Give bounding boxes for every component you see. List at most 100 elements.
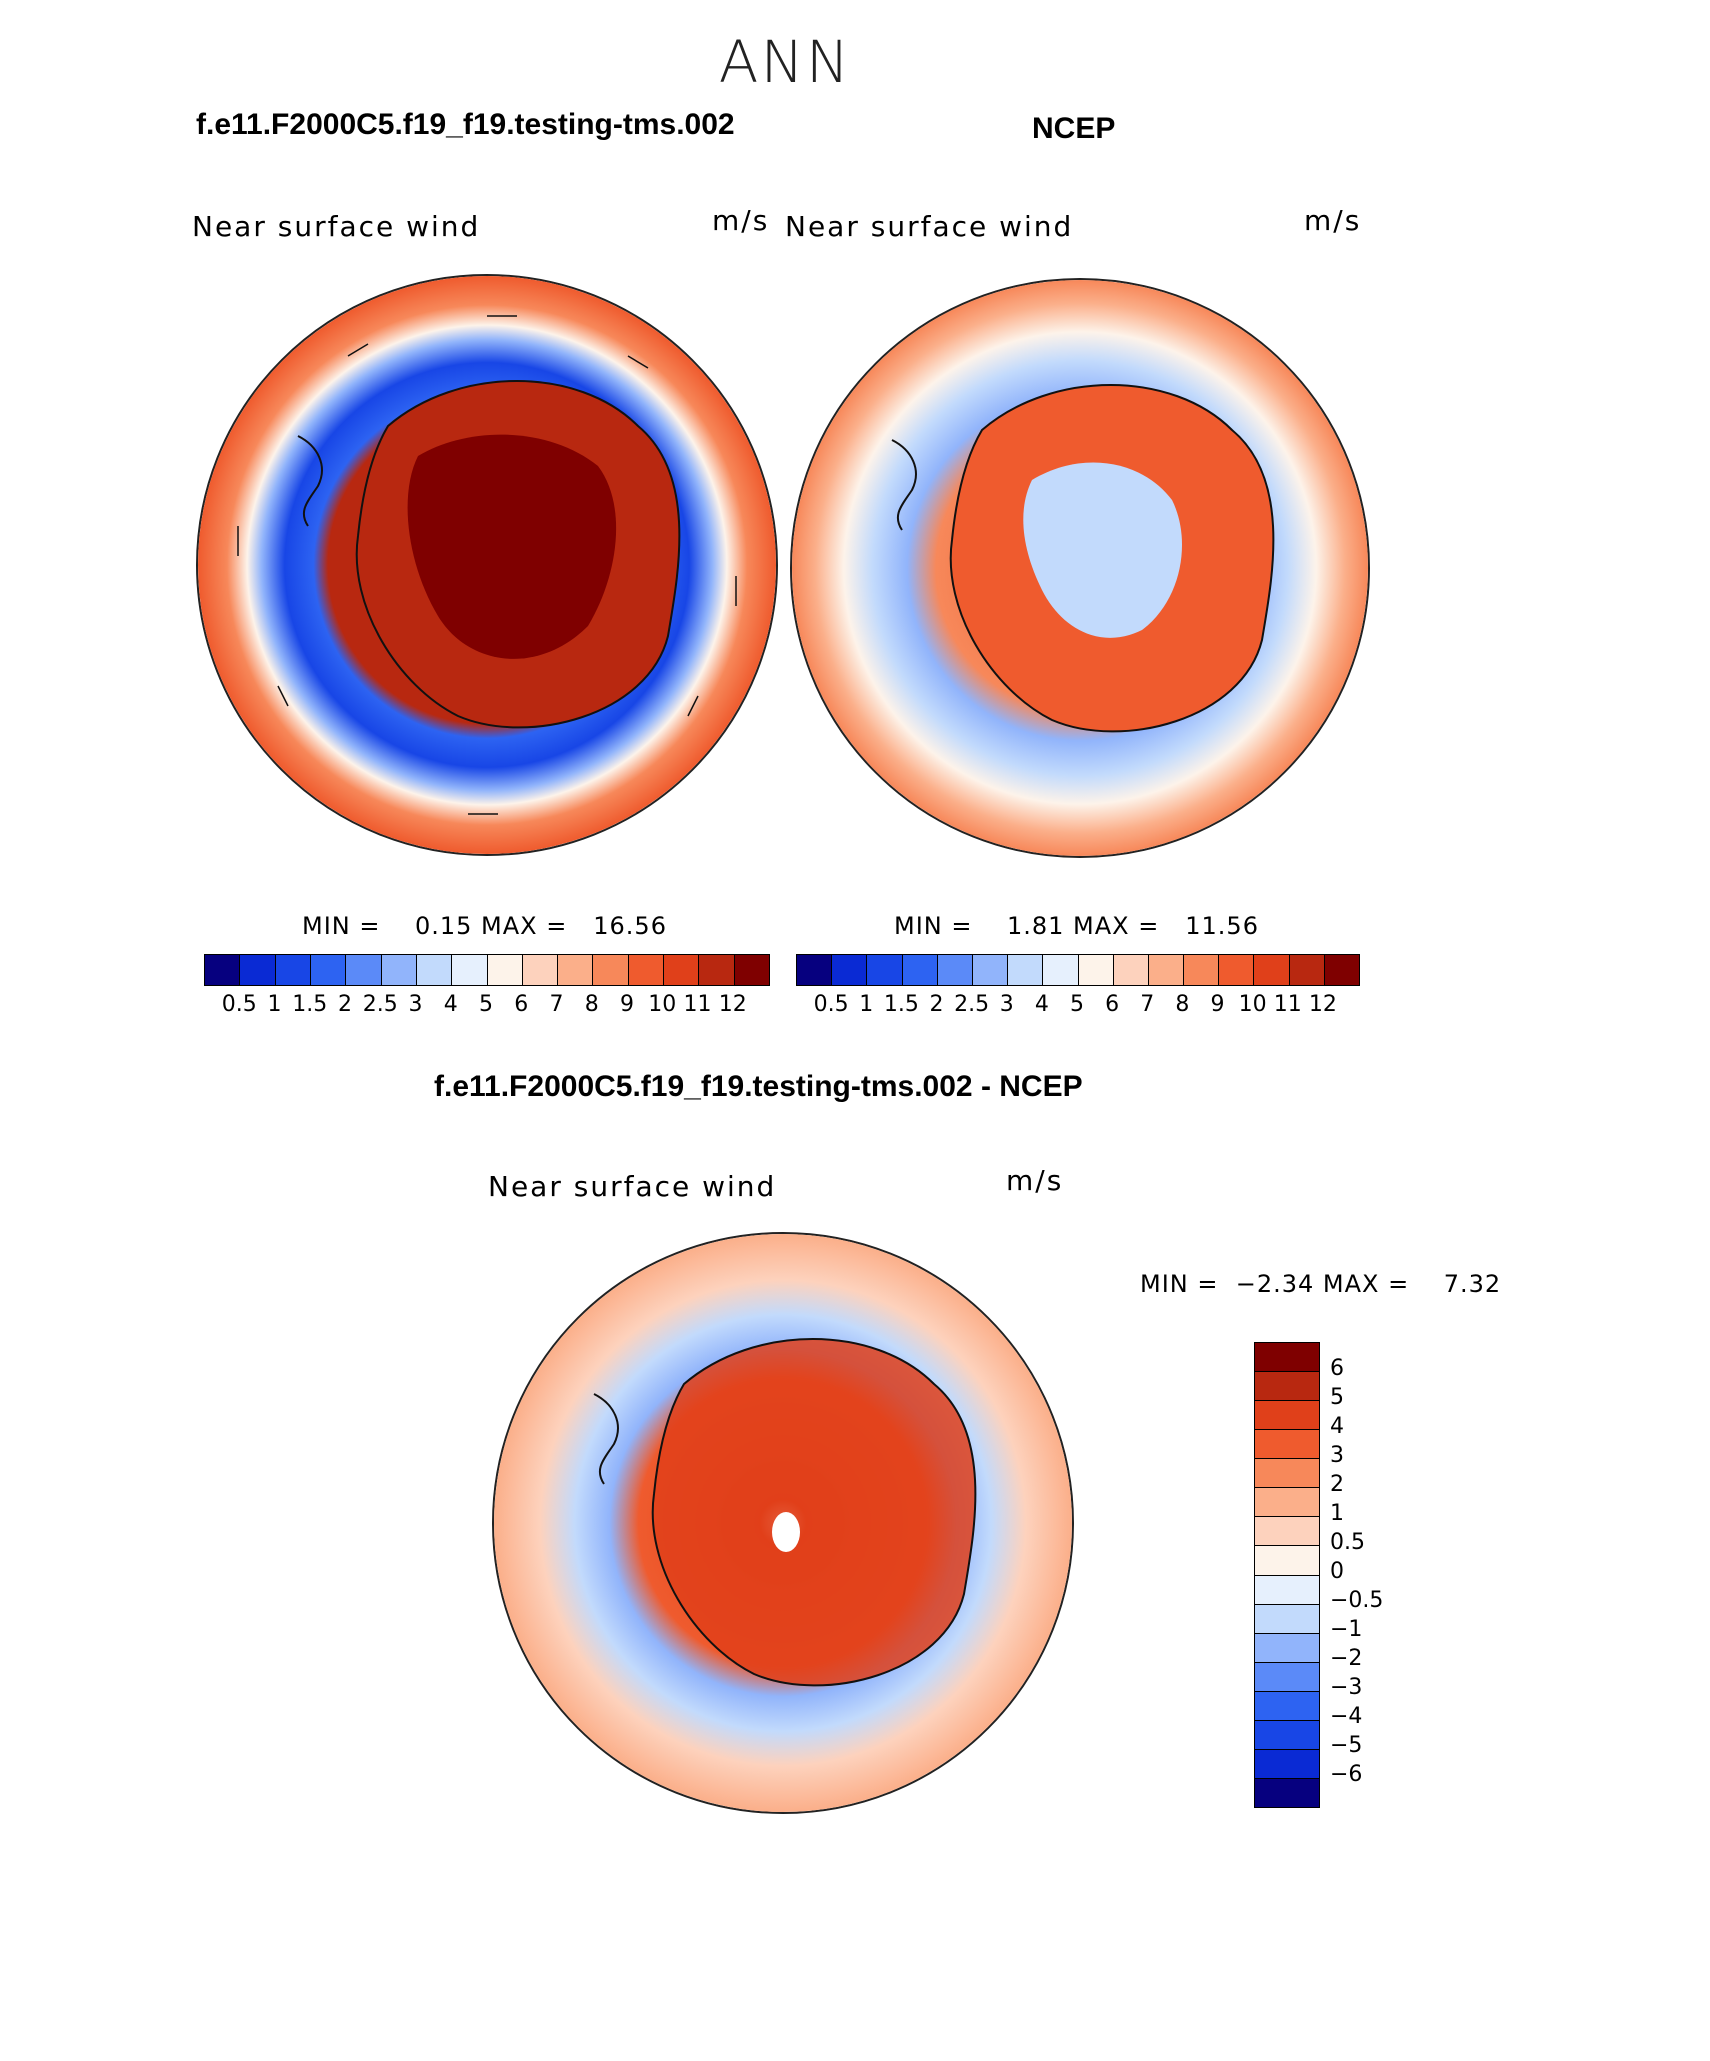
colorbar-tick-label: 1.5 xyxy=(883,992,919,1017)
diff-variable-label: Near surface wind xyxy=(488,1170,777,1203)
colorbar-tick-label: 1 xyxy=(1330,1501,1344,1526)
colorbar-swatch xyxy=(797,955,833,985)
colorbar-swatch xyxy=(1289,955,1325,985)
colorbar-swatch xyxy=(1255,1459,1319,1489)
diff-colorbar xyxy=(1254,1342,1320,1808)
obs-minmax-label: MIN = 1.81 MAX = 11.56 xyxy=(894,912,1259,940)
colorbar-tick-label: 0.5 xyxy=(221,992,257,1017)
colorbar-tick-label: −3 xyxy=(1330,1675,1363,1700)
colorbar-swatch xyxy=(558,955,594,985)
colorbar-swatch xyxy=(1255,1517,1319,1547)
colorbar-swatch xyxy=(1148,955,1185,985)
diff-units-label: m/s xyxy=(1006,1164,1064,1197)
diff-minmax-label: MIN = −2.34 MAX = 7.32 xyxy=(1140,1270,1502,1298)
colorbar-tick-label: 3 xyxy=(1330,1443,1344,1468)
colorbar-swatch xyxy=(346,955,382,985)
colorbar-swatch xyxy=(1184,955,1220,985)
colorbar-tick-label: 7 xyxy=(549,992,564,1017)
colorbar-swatch xyxy=(1255,1372,1319,1402)
colorbar-swatch xyxy=(1255,1343,1319,1373)
colorbar-swatch xyxy=(1255,1662,1319,1692)
colorbar-tick-label: 2 xyxy=(929,992,944,1017)
colorbar-tick-label: 3 xyxy=(408,992,423,1017)
colorbar-tick-label: 5 xyxy=(479,992,493,1017)
model-colorbar xyxy=(204,954,770,986)
colorbar-swatch xyxy=(593,955,629,985)
colorbar-swatch xyxy=(1008,955,1044,985)
model-minmax-label: MIN = 0.15 MAX = 16.56 xyxy=(302,912,667,940)
colorbar-swatch xyxy=(1255,1430,1319,1460)
model-units-label: m/s xyxy=(712,204,770,237)
colorbar-swatch xyxy=(664,955,700,985)
obs-wind-map xyxy=(790,278,1370,858)
colorbar-tick-label: 0.5 xyxy=(813,992,849,1017)
colorbar-swatch xyxy=(1324,955,1359,985)
colorbar-swatch xyxy=(1255,1691,1319,1721)
colorbar-swatch xyxy=(628,955,665,985)
colorbar-tick-label: −2 xyxy=(1330,1646,1363,1671)
colorbar-tick-label: 8 xyxy=(584,992,599,1017)
colorbar-swatch xyxy=(937,955,973,985)
model-variable-label: Near surface wind xyxy=(192,210,481,243)
colorbar-tick-label: 6 xyxy=(1330,1356,1344,1381)
colorbar-tick-label: 4 xyxy=(443,992,458,1017)
colorbar-tick-label: 9 xyxy=(1210,992,1225,1017)
colorbar-tick-label: 11 xyxy=(683,992,712,1017)
colorbar-swatch xyxy=(416,955,453,985)
colorbar-tick-label: 0.5 xyxy=(1330,1530,1365,1555)
colorbar-swatch xyxy=(1219,955,1255,985)
colorbar-swatch xyxy=(522,955,559,985)
colorbar-swatch xyxy=(310,955,347,985)
colorbar-swatch xyxy=(1255,1488,1319,1518)
colorbar-swatch xyxy=(1043,955,1079,985)
page-title: ANN xyxy=(718,28,852,96)
colorbar-swatch xyxy=(1255,1546,1319,1576)
colorbar-tick-label: 5 xyxy=(1330,1385,1344,1410)
colorbar-tick-label: 9 xyxy=(620,992,634,1017)
obs-variable-label: Near surface wind xyxy=(785,210,1074,243)
model-case-title: f.e11.F2000C5.f19_f19.testing-tms.002 xyxy=(196,108,735,141)
obs-case-title: NCEP xyxy=(1032,112,1116,145)
colorbar-tick-label: −4 xyxy=(1330,1704,1363,1729)
colorbar-tick-label: 5 xyxy=(1070,992,1084,1017)
colorbar-tick-label: 10 xyxy=(1238,992,1267,1017)
colorbar-tick-label: 7 xyxy=(1140,992,1155,1017)
colorbar-swatch xyxy=(275,955,311,985)
diff-case-title: f.e11.F2000C5.f19_f19.testing-tms.002 - … xyxy=(434,1070,1083,1103)
colorbar-swatch xyxy=(1255,1778,1319,1807)
colorbar-tick-label: 1 xyxy=(859,992,874,1017)
colorbar-swatch xyxy=(1254,955,1290,985)
diff-wind-map xyxy=(492,1232,1074,1814)
colorbar-tick-label: 8 xyxy=(1175,992,1190,1017)
colorbar-tick-label: 6 xyxy=(514,992,529,1017)
colorbar-swatch xyxy=(452,955,488,985)
colorbar-tick-label: 1 xyxy=(267,992,282,1017)
colorbar-tick-label: 3 xyxy=(999,992,1014,1017)
colorbar-swatch xyxy=(205,955,241,985)
colorbar-tick-label: 10 xyxy=(648,992,677,1017)
colorbar-swatch xyxy=(832,955,868,985)
colorbar-swatch xyxy=(381,955,417,985)
colorbar-swatch xyxy=(734,955,769,985)
colorbar-swatch xyxy=(867,955,903,985)
model-wind-map xyxy=(196,274,778,856)
colorbar-tick-label: 2.5 xyxy=(954,992,990,1017)
colorbar-swatch xyxy=(902,955,938,985)
colorbar-tick-label: 1.5 xyxy=(292,992,328,1017)
colorbar-swatch xyxy=(1255,1604,1319,1634)
colorbar-swatch xyxy=(240,955,276,985)
colorbar-tick-label: 2 xyxy=(338,992,352,1017)
colorbar-swatch xyxy=(1255,1633,1319,1663)
colorbar-swatch xyxy=(1255,1749,1319,1779)
colorbar-tick-label: 11 xyxy=(1273,992,1302,1017)
colorbar-swatch xyxy=(1255,1575,1319,1605)
colorbar-tick-label: −1 xyxy=(1330,1617,1363,1642)
colorbar-tick-label: 4 xyxy=(1034,992,1049,1017)
colorbar-swatch xyxy=(699,955,735,985)
colorbar-swatch xyxy=(1113,955,1149,985)
colorbar-tick-label: 2 xyxy=(1330,1472,1344,1497)
obs-units-label: m/s xyxy=(1304,204,1362,237)
colorbar-swatch xyxy=(487,955,523,985)
colorbar-swatch xyxy=(972,955,1009,985)
colorbar-tick-label: −5 xyxy=(1330,1733,1363,1758)
